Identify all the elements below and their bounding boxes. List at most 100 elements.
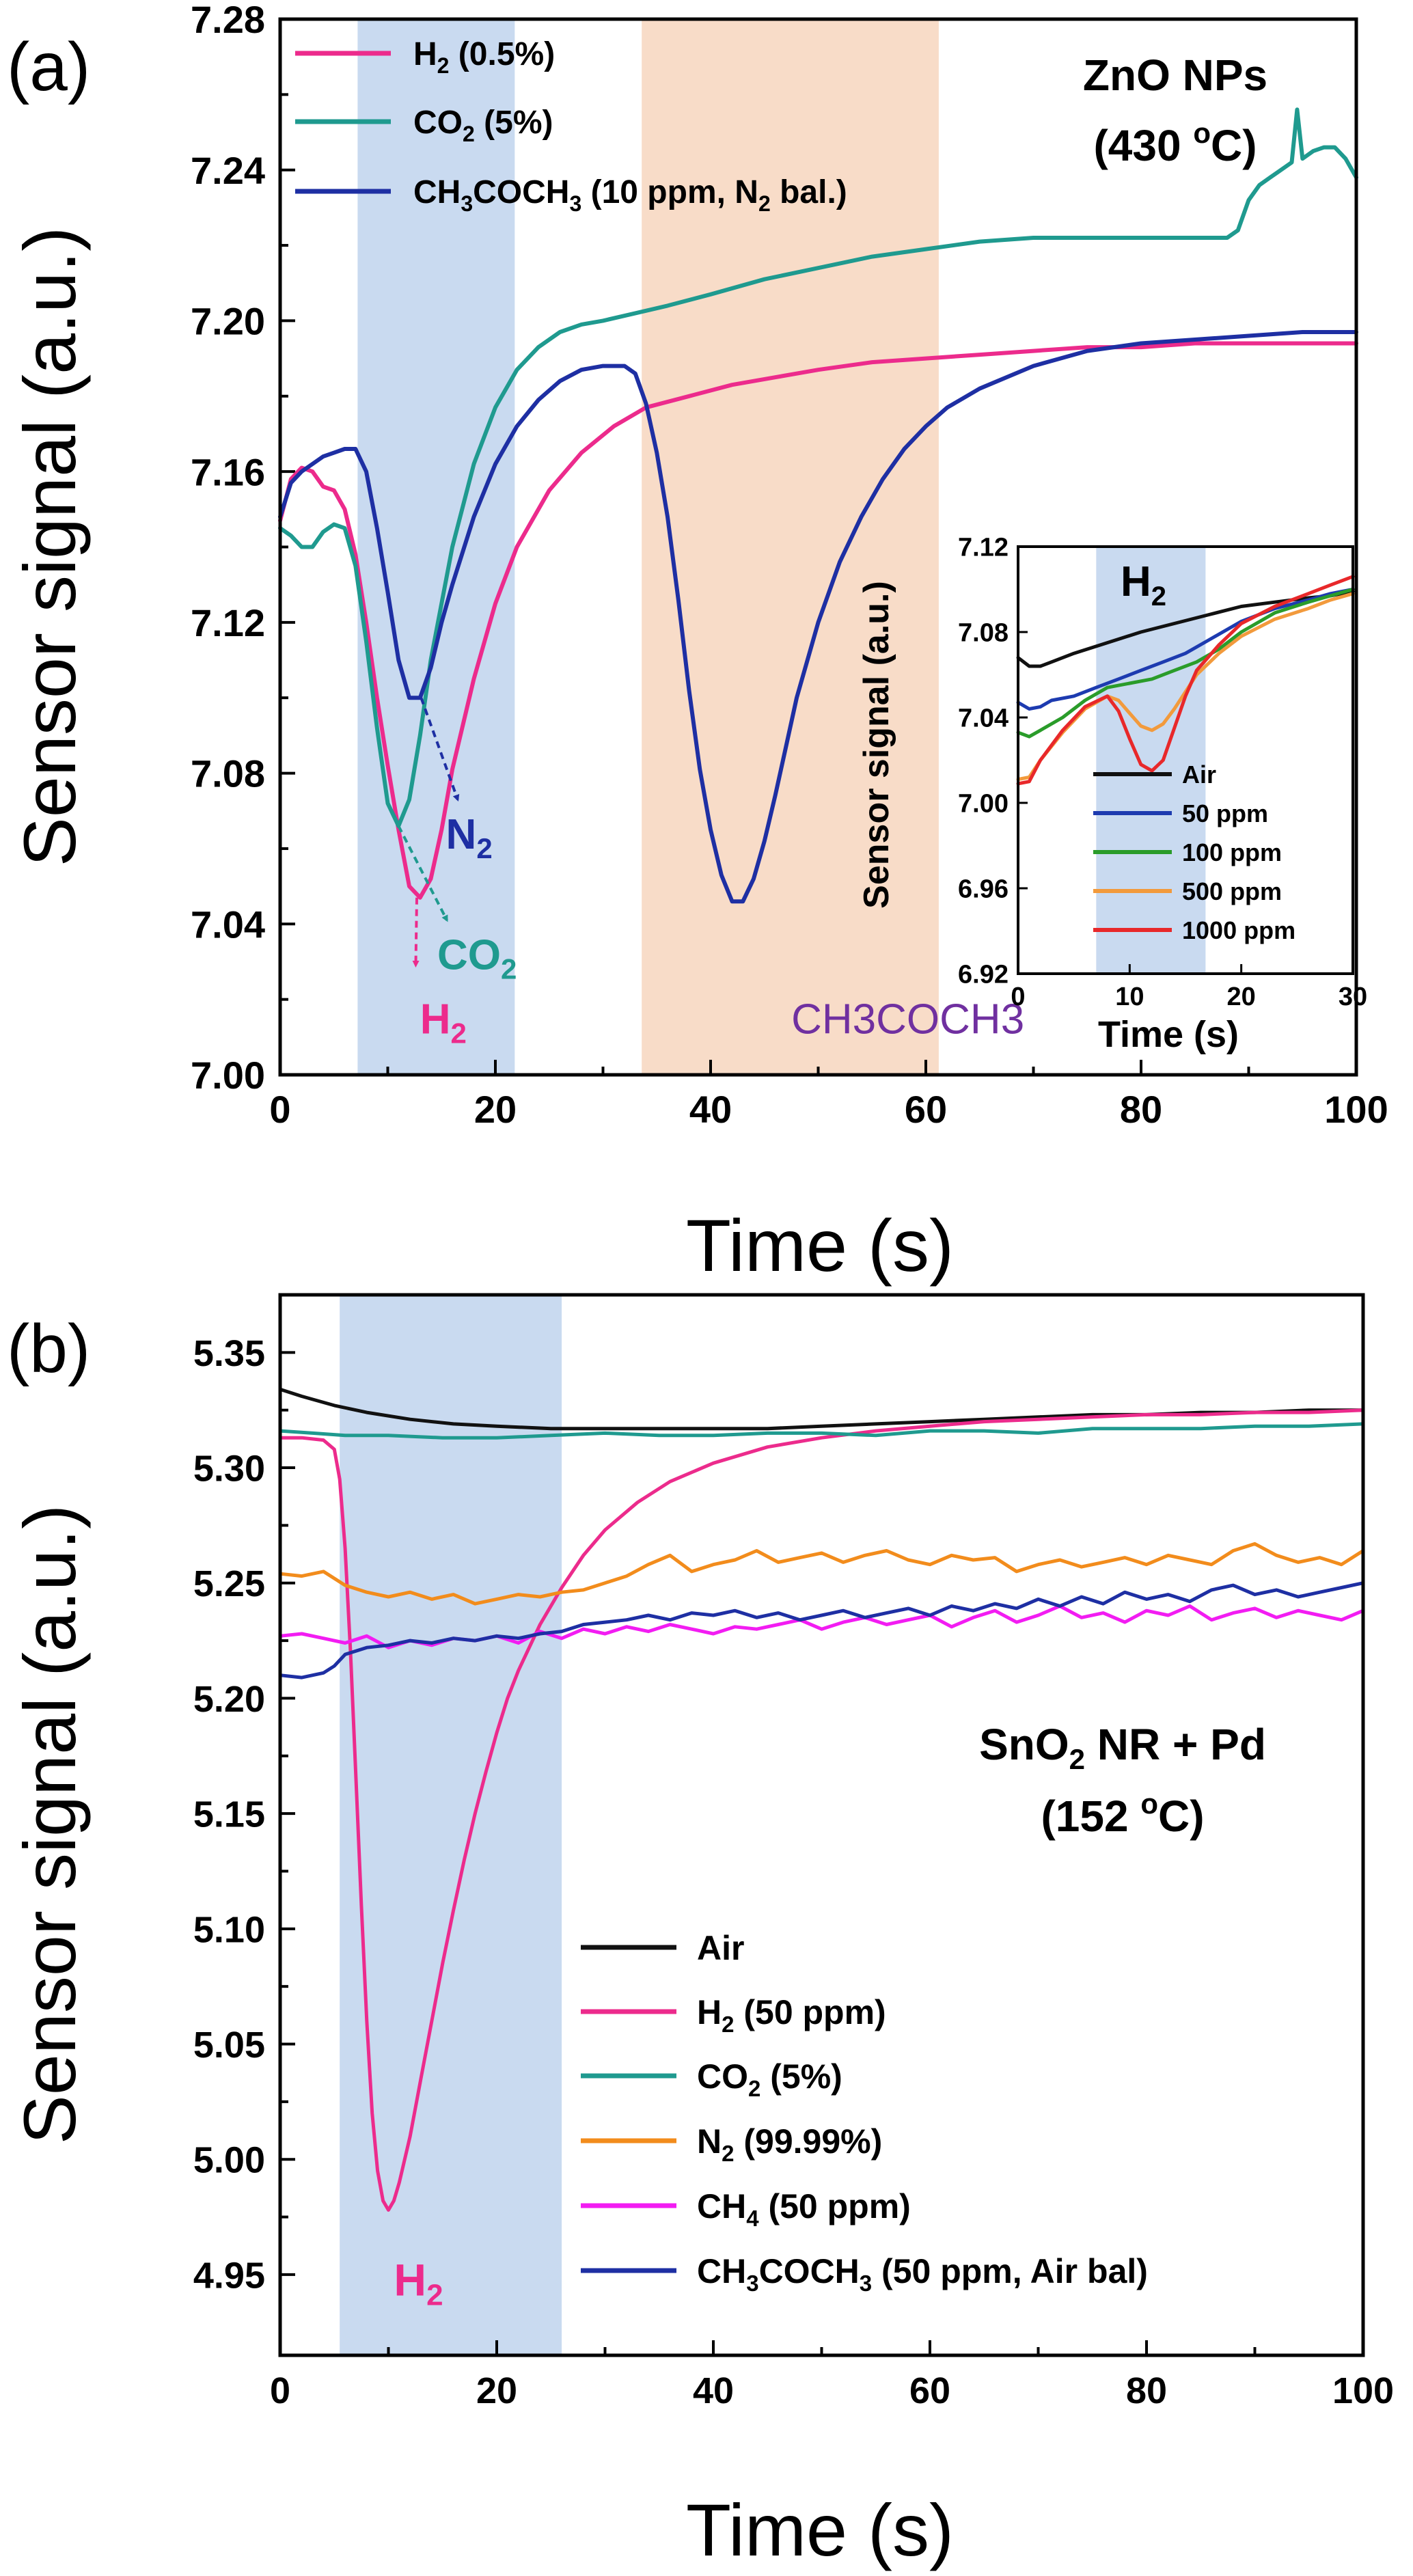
panel-b-series bbox=[278, 1387, 1365, 2212]
b-y-tick-label: 5.35 bbox=[193, 1333, 265, 1374]
panel-b-legend-label-co2: CO2 (5%) bbox=[697, 2057, 842, 2101]
inset-shade-h2-exposure bbox=[1096, 547, 1206, 974]
b-y-tick-label: 5.20 bbox=[193, 1679, 265, 1720]
panel-a-series bbox=[278, 107, 1358, 904]
panel-a-annotations: N2 CO2 H2 CH3COCH3 bbox=[397, 697, 1024, 1049]
panel-a-annotation-h2: H2 bbox=[420, 996, 467, 1049]
panel-a-legend-label-co2: CO2 (5%) bbox=[413, 105, 553, 146]
a-y-tick-label: 7.28 bbox=[191, 0, 265, 41]
b-series-ch3coch3-50-ppm-air-bal bbox=[278, 1581, 1365, 1680]
panel-a-y-axis-label: Sensor signal (a.u.) bbox=[8, 227, 91, 866]
panel-b-shade-h2-exposure bbox=[340, 1295, 562, 2355]
a-series-co2-5 bbox=[278, 107, 1358, 828]
panel-b-legend-label-n2: N2 (99.99%) bbox=[697, 2122, 882, 2166]
panel-a-annotation-co2: CO2 bbox=[437, 932, 517, 985]
i-series-50-ppm bbox=[1016, 588, 1355, 711]
panel-a-x-axis-label: Time (s) bbox=[686, 1204, 954, 1287]
panel-a: (a) 7.00 7.04 7.08 7.12 7.16 7.20 7.24 7.28 0 20… bbox=[7, 0, 1388, 1287]
i-y-tick-label: 7.04 bbox=[958, 704, 1009, 733]
b-x-tick-label: 0 bbox=[270, 2370, 290, 2411]
panel-b-legend-label-air: Air bbox=[697, 1929, 744, 1967]
panel-a-title-line2: (430 oC) bbox=[1093, 117, 1257, 170]
a-series-h2-0-5 bbox=[278, 341, 1358, 900]
b-y-tick-label: 5.05 bbox=[193, 2025, 265, 2066]
a-y-tick-label: 7.12 bbox=[191, 601, 265, 644]
panel-a-y-tick-labels: 7.00 7.04 7.08 7.12 7.16 7.20 7.24 7.28 bbox=[191, 0, 265, 1097]
i-x-tick-label: 20 bbox=[1227, 983, 1256, 1011]
i-x-tick-label: 30 bbox=[1339, 983, 1367, 1011]
a-y-tick-label: 7.00 bbox=[191, 1054, 265, 1097]
a-x-tick-label: 80 bbox=[1120, 1088, 1162, 1131]
b-x-tick-label: 80 bbox=[1126, 2370, 1167, 2411]
b-y-tick-label: 4.95 bbox=[193, 2255, 265, 2296]
panel-a-legend: H2 (0.5%) CO2 (5%) CH3COCH3 (10 ppm, N2 … bbox=[295, 36, 847, 216]
panel-a-legend-label-acetone: CH3COCH3 (10 ppm, N2 bal.) bbox=[413, 174, 847, 216]
i-series-1000-ppm bbox=[1016, 575, 1355, 786]
b-x-tick-label: 100 bbox=[1332, 2370, 1394, 2411]
a-y-tick-label: 7.24 bbox=[191, 149, 265, 192]
panel-a-arrow-n2 bbox=[420, 697, 460, 802]
panel-b-legend: Air H2 (50 ppm) CO2 (5%) N2 (99.99%) CH4… bbox=[581, 1929, 1148, 2296]
i-y-tick-label: 7.08 bbox=[958, 619, 1009, 648]
panel-b-title-line1: SnO2 NR + Pd bbox=[979, 1720, 1266, 1775]
panel-b-legend-label-acetone: CH3COCH3 (50 ppm, Air bal) bbox=[697, 2252, 1148, 2296]
a-x-tick-label: 40 bbox=[689, 1088, 732, 1131]
panel-a-inset: 6.92 6.96 7.00 7.04 7.08 7.12 0 10 20 30 Time (s… bbox=[857, 534, 1367, 1055]
panel-b-title: SnO2 NR + Pd (152 oC) bbox=[979, 1720, 1266, 1841]
panel-a-x-tick-labels: 0 20 40 60 80 100 bbox=[269, 1088, 1388, 1131]
b-series-co2-5 bbox=[278, 1422, 1365, 1440]
b-series-n2-99-99 bbox=[278, 1542, 1365, 1606]
panel-b-y-tick-labels: 4.95 5.00 5.05 5.10 5.15 5.20 5.25 5.30 5.35 bbox=[193, 1333, 265, 2297]
inset-title: H2 bbox=[1121, 558, 1166, 612]
i-series-air bbox=[1016, 590, 1355, 668]
panel-a-plot-frame bbox=[278, 17, 1358, 1077]
inset-legend-label-50ppm: 50 ppm bbox=[1182, 799, 1268, 827]
b-x-tick-label: 60 bbox=[909, 2370, 950, 2411]
i-x-tick-label: 10 bbox=[1115, 983, 1144, 1011]
inset-legend-label-100ppm: 100 ppm bbox=[1182, 838, 1282, 866]
panel-b-title-line2: (152 oC) bbox=[1041, 1787, 1204, 1841]
b-y-tick-label: 5.15 bbox=[193, 1794, 265, 1835]
panel-a-annotation-n2: N2 bbox=[446, 811, 493, 864]
panel-a-label: (a) bbox=[7, 29, 90, 105]
a-series-ch3coch3-10-ppm-n2-bal bbox=[278, 330, 1358, 904]
inset-x-axis-label: Time (s) bbox=[1098, 1014, 1239, 1055]
panel-b: (b) 4.95 5.00 5.05 5.10 5.15 5.20 5.25 5.30 5.35… bbox=[7, 1293, 1394, 2571]
panel-a-shaded-regions bbox=[357, 19, 939, 1075]
i-y-tick-label: 6.92 bbox=[958, 961, 1009, 989]
inset-series bbox=[1016, 575, 1355, 786]
a-y-tick-label: 7.16 bbox=[191, 450, 265, 493]
b-x-tick-label: 20 bbox=[476, 2370, 517, 2411]
panel-a-legend-label-h2: H2 (0.5%) bbox=[413, 36, 555, 78]
b-series-h2-50-ppm bbox=[278, 1408, 1365, 2212]
panel-b-legend-label-h2: H2 (50 ppm) bbox=[697, 1993, 886, 2037]
panel-b-plot-frame bbox=[278, 1293, 1365, 2357]
panel-b-y-axis-label: Sensor signal (a.u.) bbox=[8, 1505, 91, 2144]
inset-legend-label-1000ppm: 1000 ppm bbox=[1182, 916, 1295, 944]
a-x-tick-label: 20 bbox=[474, 1088, 517, 1131]
b-y-tick-label: 5.10 bbox=[193, 1909, 265, 1950]
panel-a-title: ZnO NPs (430 oC) bbox=[1083, 51, 1267, 170]
b-y-tick-label: 5.30 bbox=[193, 1448, 265, 1489]
b-y-tick-label: 5.25 bbox=[193, 1563, 265, 1604]
i-y-tick-label: 7.12 bbox=[958, 534, 1009, 562]
panel-b-annotation-h2: H2 bbox=[394, 2254, 443, 2312]
i-x-tick-label: 0 bbox=[1011, 983, 1025, 1011]
panel-a-annotation-acetone: CH3COCH3 bbox=[791, 996, 1024, 1043]
inset-legend-label-air: Air bbox=[1182, 761, 1216, 789]
b-y-tick-label: 5.00 bbox=[193, 2140, 265, 2181]
panel-b-shaded-regions bbox=[340, 1295, 562, 2355]
panel-a-shade-acetone-exposure bbox=[642, 19, 939, 1075]
inset-legend: Air 50 ppm 100 ppm 500 ppm 1000 ppm bbox=[1093, 761, 1295, 944]
panel-b-label: (b) bbox=[7, 1311, 90, 1387]
inset-legend-label-500ppm: 500 ppm bbox=[1182, 877, 1282, 905]
i-y-tick-label: 7.00 bbox=[958, 790, 1009, 819]
a-x-tick-label: 60 bbox=[905, 1088, 947, 1131]
a-y-tick-label: 7.04 bbox=[191, 903, 265, 946]
panel-b-x-axis-label: Time (s) bbox=[686, 2489, 954, 2571]
b-x-tick-label: 40 bbox=[693, 2370, 734, 2411]
a-y-tick-label: 7.20 bbox=[191, 300, 265, 343]
panel-a-title-line1: ZnO NPs bbox=[1083, 51, 1267, 100]
a-x-tick-label: 0 bbox=[269, 1088, 290, 1131]
